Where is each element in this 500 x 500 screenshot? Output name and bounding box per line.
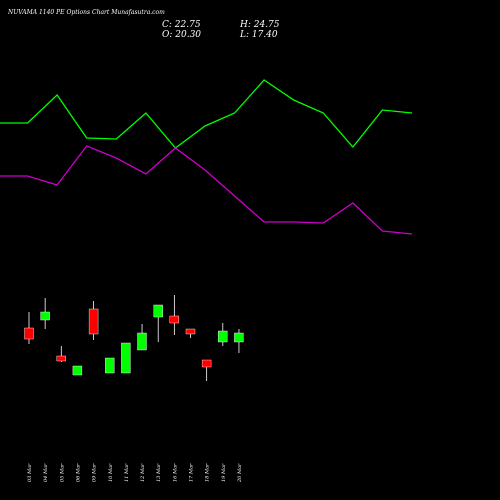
candle-6 [105,357,115,374]
candle-body [185,328,196,335]
candle-body [137,332,147,351]
candle-body [234,332,244,343]
candle-body [121,342,131,374]
x-tick-label: 11 Mar [124,463,130,482]
candle-9 [153,304,163,342]
indicator-line-2 [0,145,413,235]
candlestick-series [24,295,244,381]
high-label: H: 24.75 [239,20,280,30]
candle-body [72,365,83,376]
candle-body [201,359,212,368]
candle-body [153,304,163,318]
candle-body [218,330,228,343]
candle-1 [24,312,34,344]
x-tick-label: 05 Mar [59,463,65,482]
low-label: L: 17.40 [239,30,278,40]
open-label: O: 20.30 [162,30,201,40]
candle-body [105,357,115,374]
x-tick-label: 20 Mar [237,463,243,483]
candle-7 [121,342,131,374]
candle-body [88,308,99,335]
chart-title: NUVAMA 1140 PE Options Chart Munafasutra… [7,9,165,16]
candle-body [56,355,66,362]
x-tick-label: 19 Mar [221,463,227,482]
candle-body [40,311,50,321]
candle-body [24,327,34,340]
x-tick-label: 10 Mar [108,463,114,482]
candle-8 [137,324,147,351]
candle-4 [72,365,83,376]
x-tick-label: 18 Mar [205,463,211,482]
x-tick-label: 17 Mar [189,463,195,482]
indicator-line-1 [0,79,413,149]
close-label: C: 22.75 [162,20,201,30]
candle-10 [169,295,180,335]
x-tick-label: 12 Mar [140,463,146,482]
x-tick-label: 16 Mar [172,463,178,482]
x-tick-label: 03 Mar [27,463,33,482]
candle-11 [185,328,196,338]
x-tick-label: 06 Mar [75,463,81,482]
x-axis-ticks: 03 Mar 04 Mar 05 Mar 06 Mar 09 Mar 10 Mar 11 M… [27,463,243,483]
x-tick-label: 04 Mar [43,463,49,482]
indicator-lines [0,79,413,235]
x-tick-label: 09 Mar [92,463,98,482]
candle-14 [234,329,244,353]
candle-3 [56,346,66,362]
candle-2 [40,298,50,329]
candle-13 [218,323,228,346]
x-tick-label: 13 Mar [156,463,162,482]
candle-body [169,315,180,324]
candle-12 [201,359,212,381]
candle-5 [88,301,99,340]
